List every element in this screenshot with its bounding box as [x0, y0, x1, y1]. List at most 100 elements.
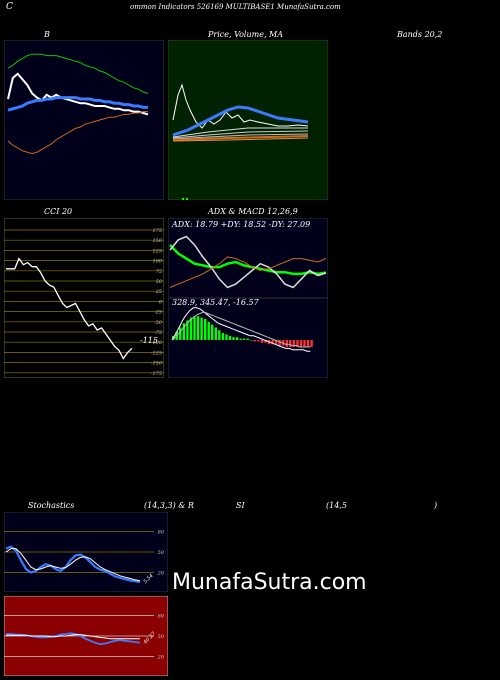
cci-tick-label: -175	[151, 371, 162, 377]
title-rsi: SI	[236, 501, 245, 510]
cci-tick-label: -25	[154, 310, 162, 316]
macd-histogram-bar	[228, 335, 232, 340]
macd-histogram-bar	[310, 340, 313, 347]
cci-tick-label: -75	[154, 330, 162, 336]
rsi-average-line	[6, 634, 140, 640]
adx-readout: ADX: 18.79 +DY: 18.52 -DY: 27.09	[172, 220, 311, 229]
ma-line-2	[172, 127, 308, 138]
macd-histogram-bar	[193, 316, 196, 340]
macd-histogram-bar	[243, 338, 246, 340]
macd-histogram-bar	[182, 323, 185, 340]
cci-panel: 175 150 125 100 75 50 25 0 -25 -50 -75 -100 -125 -150…	[4, 218, 164, 378]
macd-histogram-bar	[250, 340, 253, 341]
macd-histogram-bar	[271, 340, 274, 345]
macd-histogram-bar	[214, 327, 217, 340]
plus-di-line	[169, 235, 327, 289]
header-prefix: C	[6, 2, 13, 12]
tick-label: 20	[157, 570, 165, 576]
ma-line-3	[172, 130, 309, 139]
macd-histogram-bar	[239, 338, 242, 340]
bollinger-lower-line	[7, 111, 148, 155]
adx-panel	[168, 218, 328, 298]
title-rsi-close: )	[434, 501, 438, 510]
macd-readout: 328.9, 345.47, -16.57	[172, 298, 259, 307]
macd-histogram-bar	[204, 319, 207, 340]
cci-line	[6, 257, 133, 360]
volume-bar	[186, 198, 188, 200]
tick-label: 80	[158, 614, 165, 620]
cci-tick-label: 150	[152, 238, 162, 244]
ma-line-orange-2	[172, 137, 309, 142]
macd-histogram-bar	[296, 340, 299, 347]
volume-bar	[182, 198, 184, 200]
watermark: MunafaSutra.com	[172, 570, 367, 595]
ma-line-4	[172, 133, 309, 140]
macd-histogram-bar	[189, 317, 193, 340]
macd-histogram-bar	[196, 316, 200, 340]
tick-label: 50	[158, 550, 165, 556]
title-cci: CCI 20	[44, 207, 73, 216]
cci-tick-label: 75	[156, 269, 162, 275]
macd-histogram-bar	[200, 317, 203, 340]
page-header: ommon Indicators 526169 MULTIBASE1 Munaf…	[130, 3, 341, 11]
adx-line	[169, 244, 327, 276]
cci-tick-label: -50	[154, 320, 163, 326]
macd-histogram-bar	[303, 340, 306, 347]
macd-histogram-bar	[179, 327, 182, 340]
macd-histogram-bar	[232, 337, 235, 340]
macd-histogram-bar	[289, 340, 292, 347]
bollinger-mid-line	[7, 96, 148, 112]
bollinger-price-line	[7, 72, 149, 116]
bollinger-panel	[4, 40, 164, 200]
cci-tick-label: -150	[151, 361, 163, 367]
macd-signal-line	[171, 311, 311, 348]
cci-tick-label: 0	[159, 299, 163, 305]
macd-histogram-bar	[278, 340, 281, 346]
macd-histogram-bar	[306, 340, 310, 347]
title-adx-macd: ADX & MACD 12,26,9	[208, 207, 298, 216]
title-price-volume-ma: Price, Volume, MA	[208, 30, 284, 39]
macd-line	[171, 307, 311, 352]
macd-histogram-bar	[299, 340, 303, 347]
macd-histogram-bar	[221, 333, 225, 340]
macd-histogram-bar	[211, 324, 214, 340]
macd-panel	[168, 298, 328, 378]
cci-tick-label: 175	[152, 228, 162, 234]
macd-histogram-bar	[260, 340, 264, 343]
cci-tick-label: 100	[152, 259, 162, 265]
macd-histogram-bar	[274, 340, 278, 345]
title-bands: Bands 20,2	[397, 30, 443, 39]
macd-histogram-bar	[235, 337, 239, 340]
macd-histogram-bar	[257, 340, 260, 342]
macd-histogram-bar	[264, 340, 267, 343]
cci-tick-label: -100	[151, 340, 163, 346]
stochastic-d-line	[5, 548, 141, 582]
macd-histogram-bar	[285, 340, 288, 347]
macd-histogram-bar	[186, 320, 189, 340]
macd-histogram-bar	[207, 321, 210, 340]
bollinger-upper-line	[7, 53, 149, 94]
cci-value: -115	[140, 336, 158, 345]
title-stoch-params: (14,3,3) & R	[144, 501, 194, 510]
ma-line-orange	[172, 135, 309, 141]
stochastic-k-line	[5, 545, 141, 584]
macd-histogram-bar	[246, 338, 249, 340]
title-bollinger: B	[44, 30, 50, 39]
macd-histogram-bar	[253, 340, 256, 342]
title-stochastics: Stochastics	[28, 501, 75, 510]
tick-label: 80	[158, 530, 165, 536]
ma-line-1	[172, 105, 309, 137]
macd-histogram-bar	[292, 340, 296, 347]
macd-histogram-bar	[225, 334, 228, 340]
price-volume-panel	[168, 40, 328, 200]
macd-histogram-bar	[218, 330, 221, 340]
tick-label: 20	[157, 654, 165, 660]
cci-tick-label: -125	[151, 350, 162, 356]
cci-tick-label: 50	[156, 279, 163, 285]
cci-tick-label: 25	[155, 289, 162, 295]
title-rsi-params: (14,5	[326, 501, 347, 510]
cci-tick-label: 125	[152, 248, 162, 254]
tick-label: 50	[158, 634, 165, 640]
